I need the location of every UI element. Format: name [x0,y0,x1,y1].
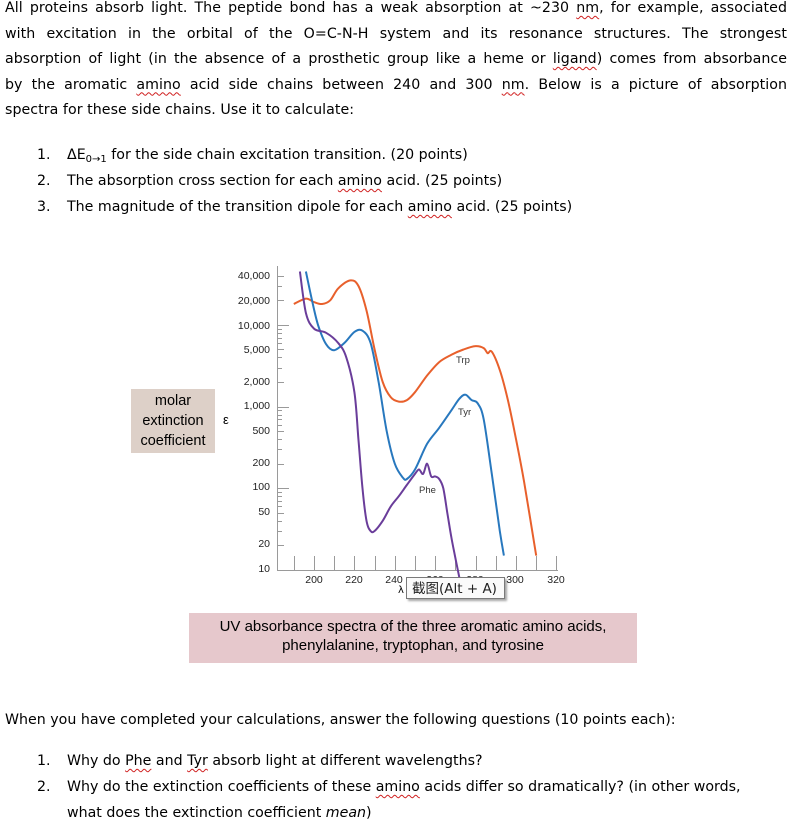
x-axis-symbol: λ [398,585,404,596]
epsilon-symbol: ε [223,412,229,427]
trp-label: Trp [456,355,470,366]
question-text: Why do the extinction coefficients of th… [67,779,741,821]
x-tick: 320 [547,574,565,586]
x-tick: 200 [305,574,323,586]
intro-paragraph: All proteins absorb light. The peptide b… [5,0,787,124]
list-number: 1. [37,147,51,163]
figure-caption: UV absorbance spectra of the three aroma… [189,613,637,663]
tyr-label: Tyr [458,407,472,418]
x-ticks [294,556,557,570]
y-tick: 200 [252,457,270,469]
y-tick: 100 [252,481,270,493]
y-tick: 10,000 [237,320,270,332]
intro-line-4: by the aromatic amino acid side chains b… [5,76,788,93]
calc-item-text: The magnitude of the transition dipole f… [67,199,573,215]
y-ticks [277,276,289,571]
ylabel-line: extinction [142,413,204,429]
y-tick: 1,000 [243,400,270,412]
y-tick-labels: 40,000 20,000 10,000 5,000 2,000 1,000 5… [210,0,270,828]
x-tick: 240 [385,574,403,586]
y-axis-label-box: molar extinction coefficient [131,389,215,453]
chart-axes [277,266,558,571]
y-tick: 50 [258,506,270,518]
caption-line: UV absorbance spectra of the three aroma… [219,618,607,635]
list-number: 3. [37,199,51,215]
y-tick: 20 [258,538,270,550]
caption-line: phenylalanine, tryptophan, and tyrosine [282,637,544,654]
intro-line-2: with excitation in the orbital of the O=… [5,25,787,42]
intro-line-3: absorption of light (in the absence of a… [5,51,787,67]
phe-curve [298,271,461,579]
y-tick: 2,000 [243,376,270,388]
intro-line-1: All proteins absorb light. The peptide b… [5,0,787,16]
tyr-curve [304,271,505,556]
y-tick: 10 [258,563,270,575]
y-tick: 5,000 [243,344,270,356]
calc-item-text: ΔE0→1 for the side chain excitation tran… [67,147,468,165]
x-tick: 220 [345,574,363,586]
calc-item-text: The absorption cross section for each am… [67,173,503,189]
intro-line-5: spectra for these side chains. Use it to… [5,102,355,118]
trp-curve [293,279,538,556]
list-number: 2. [37,779,51,795]
y-tick: 20,000 [237,295,270,307]
phe-label: Phe [419,485,436,496]
y-tick: 500 [252,425,270,437]
question-text: Why do Phe and Tyr absorb light at diffe… [67,753,483,769]
list-number: 1. [37,753,51,769]
followup-intro: When you have completed your calculation… [5,712,676,728]
x-tick: 300 [506,574,524,586]
ylabel-line: coefficient [140,433,206,449]
list-number: 2. [37,173,51,189]
y-tick: 40,000 [237,270,270,282]
ylabel-line: molar [154,393,192,409]
screenshot-tooltip: 截图(Alt + A) [406,577,505,599]
